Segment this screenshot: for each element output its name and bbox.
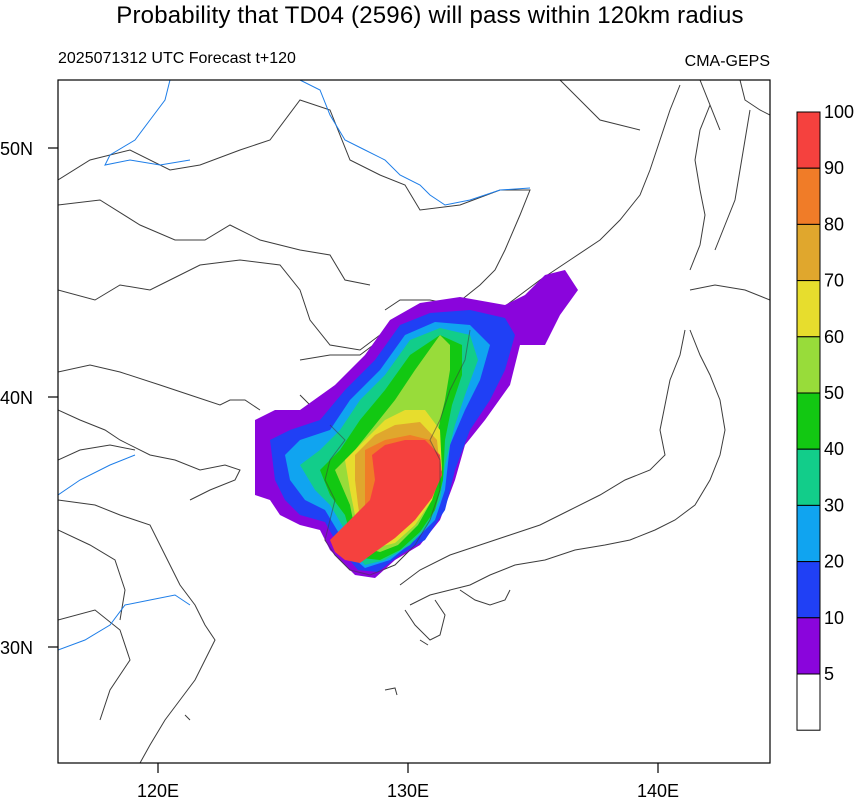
lon-label-140e: 140E xyxy=(637,781,679,801)
coastline xyxy=(58,409,241,501)
colorbar-label: 70 xyxy=(824,271,844,291)
lat-label-50n: 50N xyxy=(0,139,33,159)
contour-90-100 xyxy=(330,440,442,563)
map-area xyxy=(58,80,770,763)
lat-ticks xyxy=(48,147,58,648)
lon-label-130e: 130E xyxy=(387,781,429,801)
coastline xyxy=(58,364,261,411)
river-line xyxy=(104,80,191,166)
map-title: Probability that TD04 (2596) will pass w… xyxy=(116,2,744,29)
rivers xyxy=(58,80,531,651)
river-line xyxy=(58,454,136,496)
coastline xyxy=(689,104,711,271)
border-line xyxy=(58,444,136,461)
colorbar-label: 50 xyxy=(824,383,844,403)
coastline xyxy=(184,714,191,721)
colorbar-label: 60 xyxy=(824,327,844,347)
lon-ticks xyxy=(157,763,659,773)
model-name: CMA-GEPS xyxy=(684,53,770,70)
colorbar-segment xyxy=(796,504,821,563)
colorbar-segment xyxy=(796,280,821,338)
coastline xyxy=(714,109,751,251)
coastline xyxy=(469,84,681,331)
colorbar-segment xyxy=(796,673,821,731)
colorbar-label: 30 xyxy=(824,495,844,515)
lon-label-120e: 120E xyxy=(137,781,179,801)
border-line xyxy=(58,99,531,311)
coastline xyxy=(399,329,686,586)
coastline xyxy=(324,329,471,576)
coastline xyxy=(384,687,398,696)
forecast-run-info: 2025071312 UTC Forecast t+120 xyxy=(58,50,296,67)
border-line xyxy=(58,609,131,721)
lat-label-30n: 30N xyxy=(0,638,33,658)
colorbar-label: 10 xyxy=(824,608,844,628)
colorbar-label: 5 xyxy=(824,664,834,684)
probability-contours xyxy=(255,270,578,578)
border-line xyxy=(58,259,421,351)
colorbar-segment xyxy=(796,617,821,675)
colorbar-segment xyxy=(796,336,821,394)
border-line xyxy=(58,529,126,621)
colorbar-segment xyxy=(796,223,821,282)
coastline xyxy=(459,589,511,606)
coastline xyxy=(58,499,216,763)
river-line xyxy=(299,80,531,206)
colorbar-label: 40 xyxy=(824,439,844,459)
coastlines-and-borders xyxy=(58,80,770,763)
coastline xyxy=(739,80,770,116)
colorbar-segment xyxy=(796,167,821,225)
coastline xyxy=(409,329,726,606)
coastline xyxy=(419,639,429,646)
colorbar-label: 90 xyxy=(824,158,844,178)
coastline xyxy=(404,599,446,641)
border-line xyxy=(559,80,641,131)
colorbar-label: 100 xyxy=(824,102,854,122)
colorbar: 100 90 80 70 60 50 40 30 20 10 5 xyxy=(796,102,854,731)
coastline xyxy=(689,284,770,301)
border-line xyxy=(58,199,371,286)
border-line xyxy=(699,80,721,131)
river-line xyxy=(58,594,191,651)
lat-label-40n: 40N xyxy=(0,388,33,408)
colorbar-label: 80 xyxy=(824,214,844,234)
map-frame xyxy=(57,79,771,764)
colorbar-segment xyxy=(796,392,821,450)
coastline-overlay xyxy=(324,329,471,576)
colorbar-segment xyxy=(796,561,821,619)
colorbar-segment xyxy=(796,448,821,506)
colorbar-segment xyxy=(796,111,821,169)
colorbar-label: 20 xyxy=(824,552,844,572)
